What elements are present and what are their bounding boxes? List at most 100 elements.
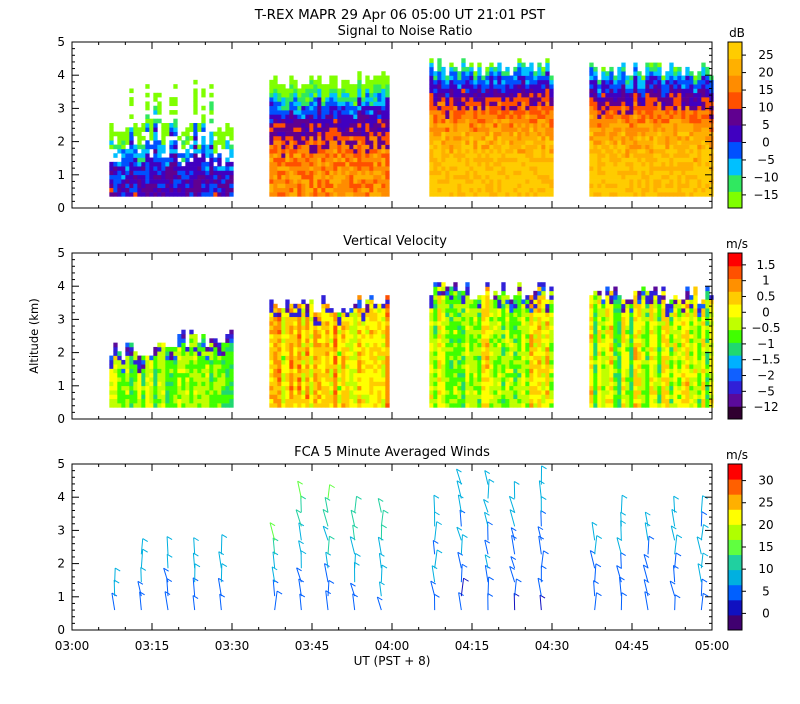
velocity-cell [201, 399, 205, 404]
snr-cell [657, 114, 661, 119]
snr-cell [589, 149, 593, 154]
snr-cell [485, 123, 489, 128]
snr-cell [589, 166, 593, 171]
snr-cell [157, 119, 161, 124]
snr-cell [341, 127, 345, 132]
snr-cell [513, 93, 517, 98]
snr-cell [329, 93, 333, 98]
snr-cell [169, 123, 173, 128]
snr-cell [541, 84, 545, 89]
snr-cell [301, 93, 305, 98]
snr-cell [601, 123, 605, 128]
snr-cell [529, 127, 533, 132]
snr-cell [485, 175, 489, 180]
velocity-cell [177, 338, 181, 343]
snr-cell [537, 132, 541, 137]
velocity-cell [277, 356, 281, 361]
snr-cell [333, 136, 337, 141]
velocity-cell [437, 381, 441, 386]
velocity-cell [217, 356, 221, 361]
velocity-cell [321, 304, 325, 309]
snr-cell [689, 136, 693, 141]
snr-cell [149, 188, 153, 193]
velocity-cell [493, 347, 497, 352]
velocity-cell [437, 364, 441, 369]
velocity-cell [341, 325, 345, 330]
velocity-cell [313, 381, 317, 386]
snr-cell [669, 106, 673, 111]
velocity-cell [345, 347, 349, 352]
snr-cell [653, 149, 657, 154]
snr-cell [133, 145, 137, 150]
velocity-cell [293, 317, 297, 322]
snr-cell [681, 97, 685, 102]
snr-cell [481, 145, 485, 150]
snr-cell [693, 192, 697, 197]
snr-cell [645, 63, 649, 68]
snr-cell [677, 175, 681, 180]
snr-cell [681, 145, 685, 150]
velocity-cell [493, 403, 497, 408]
snr-cell [457, 136, 461, 141]
snr-cell [197, 166, 201, 171]
velocity-cell [329, 399, 333, 404]
snr-cell [289, 153, 293, 158]
velocity-cell [461, 377, 465, 382]
snr-cell [141, 153, 145, 158]
colorbar-segment [728, 125, 742, 142]
snr-cell [209, 192, 213, 197]
snr-cell [213, 158, 217, 163]
snr-cell [541, 106, 545, 111]
snr-cell [353, 188, 357, 193]
velocity-cell [181, 343, 185, 348]
snr-cell [277, 162, 281, 167]
snr-cell [697, 149, 701, 154]
snr-cell [485, 101, 489, 106]
snr-cell [277, 175, 281, 180]
snr-cell [109, 123, 113, 128]
snr-cell [197, 188, 201, 193]
snr-cell [689, 149, 693, 154]
snr-cell [673, 88, 677, 93]
velocity-cell [357, 317, 361, 322]
snr-cell [661, 110, 665, 115]
snr-cell [673, 123, 677, 128]
snr-cell [669, 97, 673, 102]
snr-cell [653, 170, 657, 175]
snr-cell [337, 166, 341, 171]
snr-cell [125, 153, 129, 158]
snr-cell [193, 136, 197, 141]
snr-cell [457, 158, 461, 163]
velocity-cell [325, 321, 329, 326]
velocity-cell [317, 394, 321, 399]
snr-cell [665, 80, 669, 85]
velocity-cell [125, 394, 129, 399]
snr-cell [285, 140, 289, 145]
snr-cell [625, 149, 629, 154]
snr-cell [621, 162, 625, 167]
velocity-cell [505, 386, 509, 391]
velocity-cell [333, 343, 337, 348]
snr-cell [289, 93, 293, 98]
snr-cell [369, 110, 373, 115]
snr-cell [669, 175, 673, 180]
snr-cell [209, 175, 213, 180]
velocity-cell [357, 351, 361, 356]
velocity-cell [477, 304, 481, 309]
snr-cell [113, 175, 117, 180]
snr-cell [641, 97, 645, 102]
velocity-cell [341, 330, 345, 335]
velocity-cell [377, 312, 381, 317]
velocity-cell [165, 381, 169, 386]
snr-cell [285, 192, 289, 197]
colorbar-segment [728, 108, 742, 125]
snr-cell [337, 136, 341, 141]
snr-cell [549, 192, 553, 197]
velocity-cell [317, 321, 321, 326]
snr-cell [641, 170, 645, 175]
snr-cell [289, 101, 293, 106]
snr-cell [353, 136, 357, 141]
velocity-cell [177, 381, 181, 386]
snr-cell [333, 114, 337, 119]
